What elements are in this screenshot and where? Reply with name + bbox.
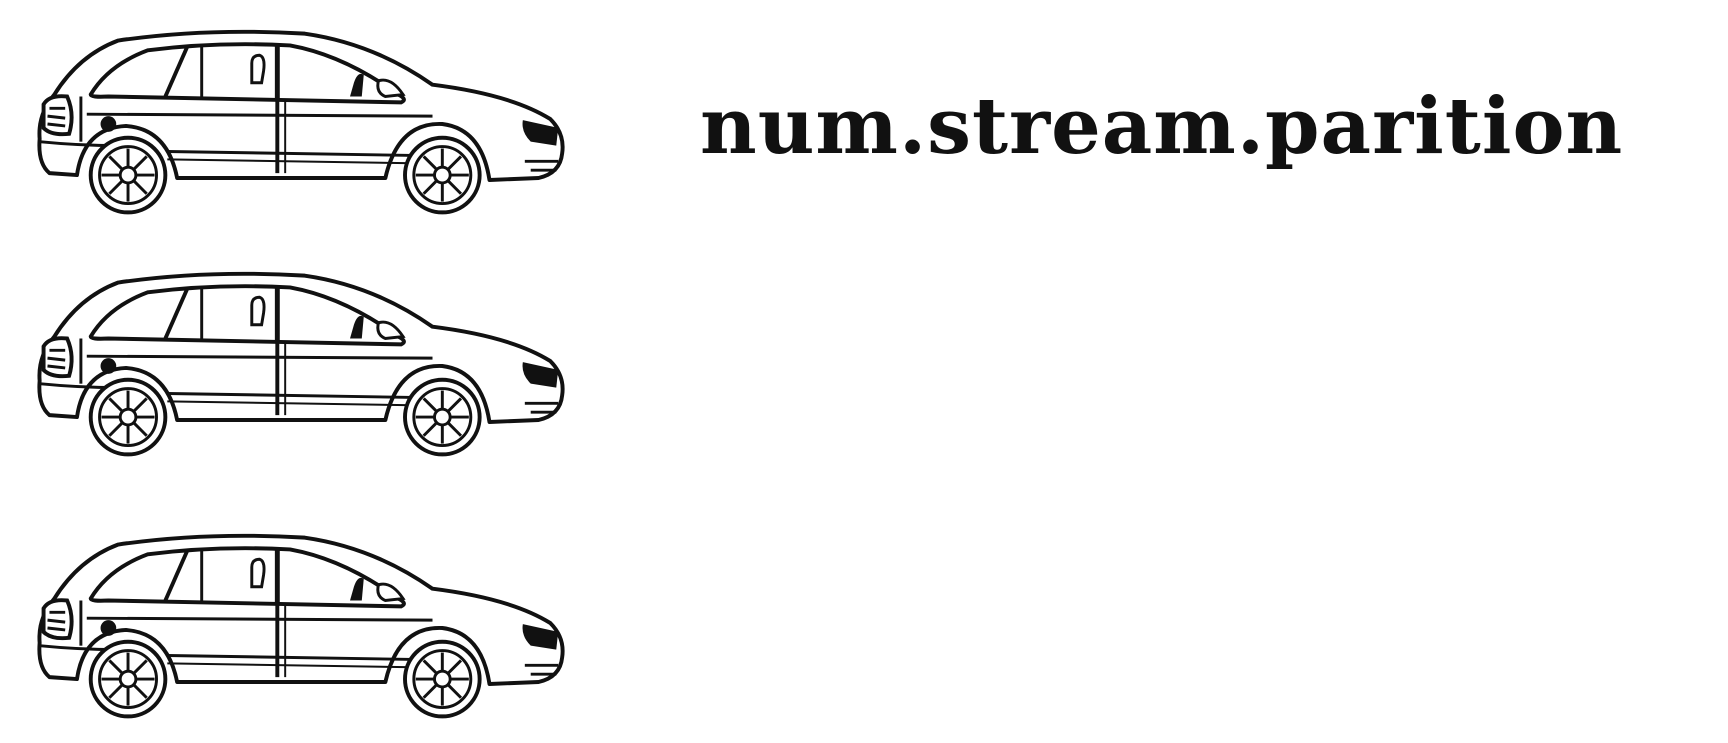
page-title: num.stream.parition bbox=[700, 81, 1624, 172]
car-icon-1 bbox=[20, 24, 570, 224]
car-icon-3 bbox=[20, 528, 570, 728]
hatchback-car-icon bbox=[20, 528, 570, 728]
hatchback-car-icon bbox=[20, 266, 570, 466]
hatchback-car-icon bbox=[20, 24, 570, 224]
car-icon-2 bbox=[20, 266, 570, 466]
